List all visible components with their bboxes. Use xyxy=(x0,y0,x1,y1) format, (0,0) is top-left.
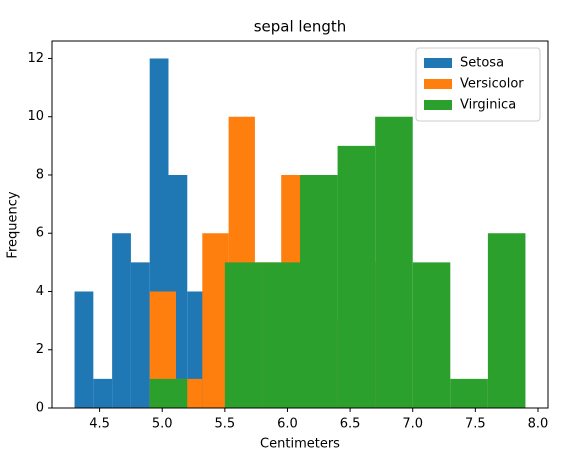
x-axis-label: Centimeters xyxy=(260,437,340,452)
legend-swatch xyxy=(424,100,452,110)
x-tick-label: 7.5 xyxy=(465,417,486,432)
bar xyxy=(93,378,113,408)
bar xyxy=(300,174,338,408)
x-tick-label: 6.0 xyxy=(277,417,298,432)
x-tick-label: 7.0 xyxy=(402,417,423,432)
y-tick-label: 6 xyxy=(36,226,44,241)
bar xyxy=(202,233,229,408)
x-tick-label: 4.5 xyxy=(89,417,110,432)
y-tick-label: 0 xyxy=(36,401,44,416)
plot-frame xyxy=(51,40,549,409)
x-tick-label: 6.5 xyxy=(340,417,361,432)
chart-title: sepal length xyxy=(254,18,347,36)
y-tick-label: 10 xyxy=(27,109,44,124)
bar xyxy=(375,116,413,408)
legend-swatch xyxy=(424,58,452,68)
bar xyxy=(112,233,131,408)
bar xyxy=(130,262,150,408)
x-tick-label: 5.5 xyxy=(215,417,236,432)
bar xyxy=(412,262,451,408)
bar xyxy=(149,378,188,408)
legend-label: Setosa xyxy=(460,56,504,71)
bar xyxy=(262,262,300,408)
y-tick-label: 12 xyxy=(27,51,44,66)
x-tick-label: 8.0 xyxy=(528,417,549,432)
bar xyxy=(224,262,263,408)
y-tick-label: 2 xyxy=(36,342,44,357)
y-axis-label: Frequency xyxy=(6,191,21,258)
legend-swatch xyxy=(424,79,452,89)
y-tick-label: 8 xyxy=(36,167,44,182)
x-tick-label: 5.0 xyxy=(152,417,173,432)
y-tick-label: 4 xyxy=(36,284,44,299)
bar xyxy=(450,378,488,408)
legend-label: Virginica xyxy=(460,98,516,113)
legend-label: Versicolor xyxy=(460,77,524,92)
bar xyxy=(337,145,376,408)
bar xyxy=(487,233,526,408)
bar xyxy=(74,291,94,408)
